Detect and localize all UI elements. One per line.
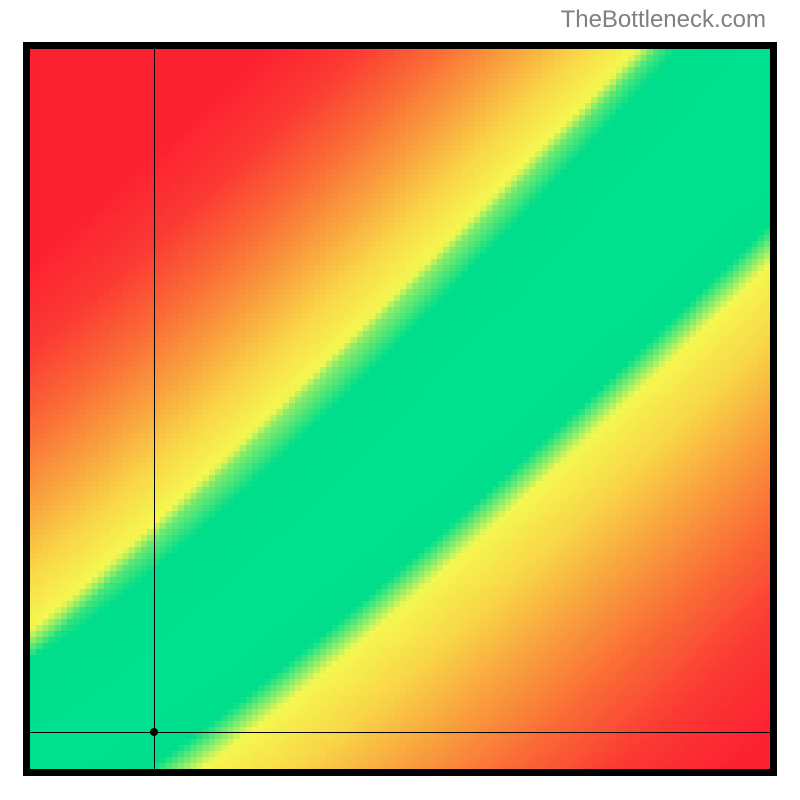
crosshair-horizontal <box>30 732 770 733</box>
watermark-text: TheBottleneck.com <box>561 6 766 34</box>
crosshair-marker <box>150 728 158 736</box>
crosshair-vertical <box>154 49 155 769</box>
plot-area <box>23 42 777 776</box>
root-container: TheBottleneck.com <box>0 0 800 800</box>
heatmap-canvas <box>30 49 770 769</box>
